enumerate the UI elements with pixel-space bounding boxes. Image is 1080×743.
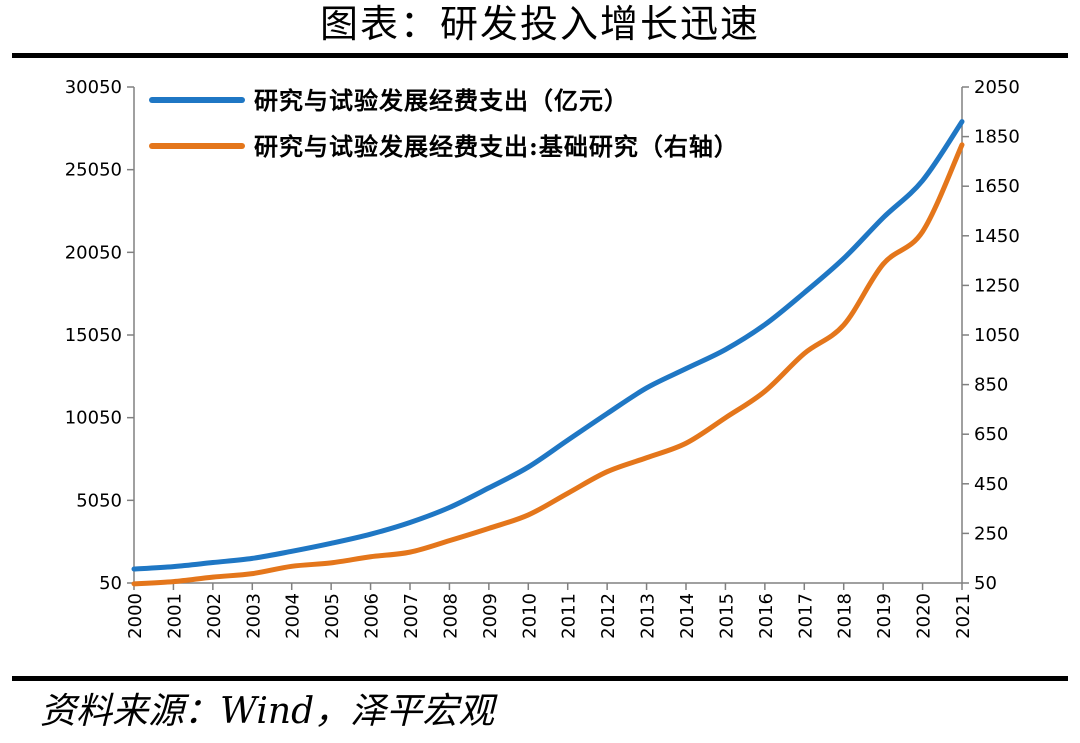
x-tick-label: 2019 bbox=[874, 593, 895, 639]
x-tick-label: 2011 bbox=[559, 593, 580, 639]
bottom-rule bbox=[12, 676, 1068, 681]
x-tick-label: 2004 bbox=[283, 593, 304, 639]
right-tick-label: 1650 bbox=[974, 176, 1020, 197]
x-tick-label: 2001 bbox=[164, 593, 185, 639]
x-tick-label: 2018 bbox=[835, 593, 856, 639]
left-tick-label: 50 bbox=[99, 573, 122, 594]
x-tick-label: 2003 bbox=[243, 593, 264, 639]
x-tick-label: 2015 bbox=[716, 593, 737, 639]
chart-axes: 5050501005015050200502505030050502504506… bbox=[65, 77, 1020, 639]
x-tick-label: 2007 bbox=[401, 593, 422, 639]
right-tick-label: 850 bbox=[974, 375, 1008, 396]
x-tick-label: 2008 bbox=[440, 593, 461, 639]
x-tick-label: 2012 bbox=[598, 593, 619, 639]
series-line-total bbox=[131, 119, 965, 572]
source-note: 资料来源：Wind，泽平宏观 bbox=[40, 691, 495, 732]
left-tick-label: 15050 bbox=[65, 325, 122, 346]
x-tick-label: 2016 bbox=[756, 593, 777, 639]
right-tick-label: 650 bbox=[974, 424, 1008, 445]
chart: 5050501005015050200502505030050502504506… bbox=[65, 77, 1020, 639]
chart-legend: 研究与试验发展经费支出（亿元） 研究与试验发展经费支出:基础研究（右轴） bbox=[149, 86, 739, 161]
right-tick-label: 450 bbox=[974, 474, 1008, 495]
x-tick-label: 2006 bbox=[362, 593, 383, 639]
right-tick-label: 1450 bbox=[974, 226, 1020, 247]
left-tick-label: 5050 bbox=[76, 490, 122, 511]
x-tick-label: 2009 bbox=[480, 593, 501, 639]
series-line-basic-research bbox=[131, 142, 965, 587]
chart-lines bbox=[131, 119, 965, 587]
right-tick-label: 50 bbox=[974, 573, 997, 594]
x-tick-label: 2005 bbox=[322, 593, 343, 639]
right-tick-label: 250 bbox=[974, 523, 1008, 544]
top-rule bbox=[12, 53, 1068, 58]
left-tick-label: 20050 bbox=[65, 242, 122, 263]
x-tick-label: 2020 bbox=[914, 593, 935, 639]
x-tick-label: 2013 bbox=[638, 593, 659, 639]
right-tick-label: 2050 bbox=[974, 77, 1020, 98]
legend-label: 研究与试验发展经费支出:基础研究（右轴） bbox=[254, 132, 739, 161]
x-tick-label: 2002 bbox=[204, 593, 225, 639]
x-tick-label: 2000 bbox=[125, 593, 146, 639]
legend-label: 研究与试验发展经费支出（亿元） bbox=[254, 86, 629, 115]
right-tick-label: 1850 bbox=[974, 127, 1020, 148]
right-tick-label: 1050 bbox=[974, 325, 1020, 346]
right-tick-label: 1250 bbox=[974, 275, 1020, 296]
x-tick-label: 2010 bbox=[519, 593, 540, 639]
left-tick-label: 25050 bbox=[65, 160, 122, 181]
x-tick-label: 2014 bbox=[677, 593, 698, 639]
page-title: 图表：研发投入增长迅速 bbox=[319, 2, 760, 46]
x-tick-label: 2021 bbox=[953, 593, 974, 639]
x-tick-label: 2017 bbox=[795, 593, 816, 639]
left-tick-label: 10050 bbox=[65, 408, 122, 429]
left-tick-label: 30050 bbox=[65, 77, 122, 98]
